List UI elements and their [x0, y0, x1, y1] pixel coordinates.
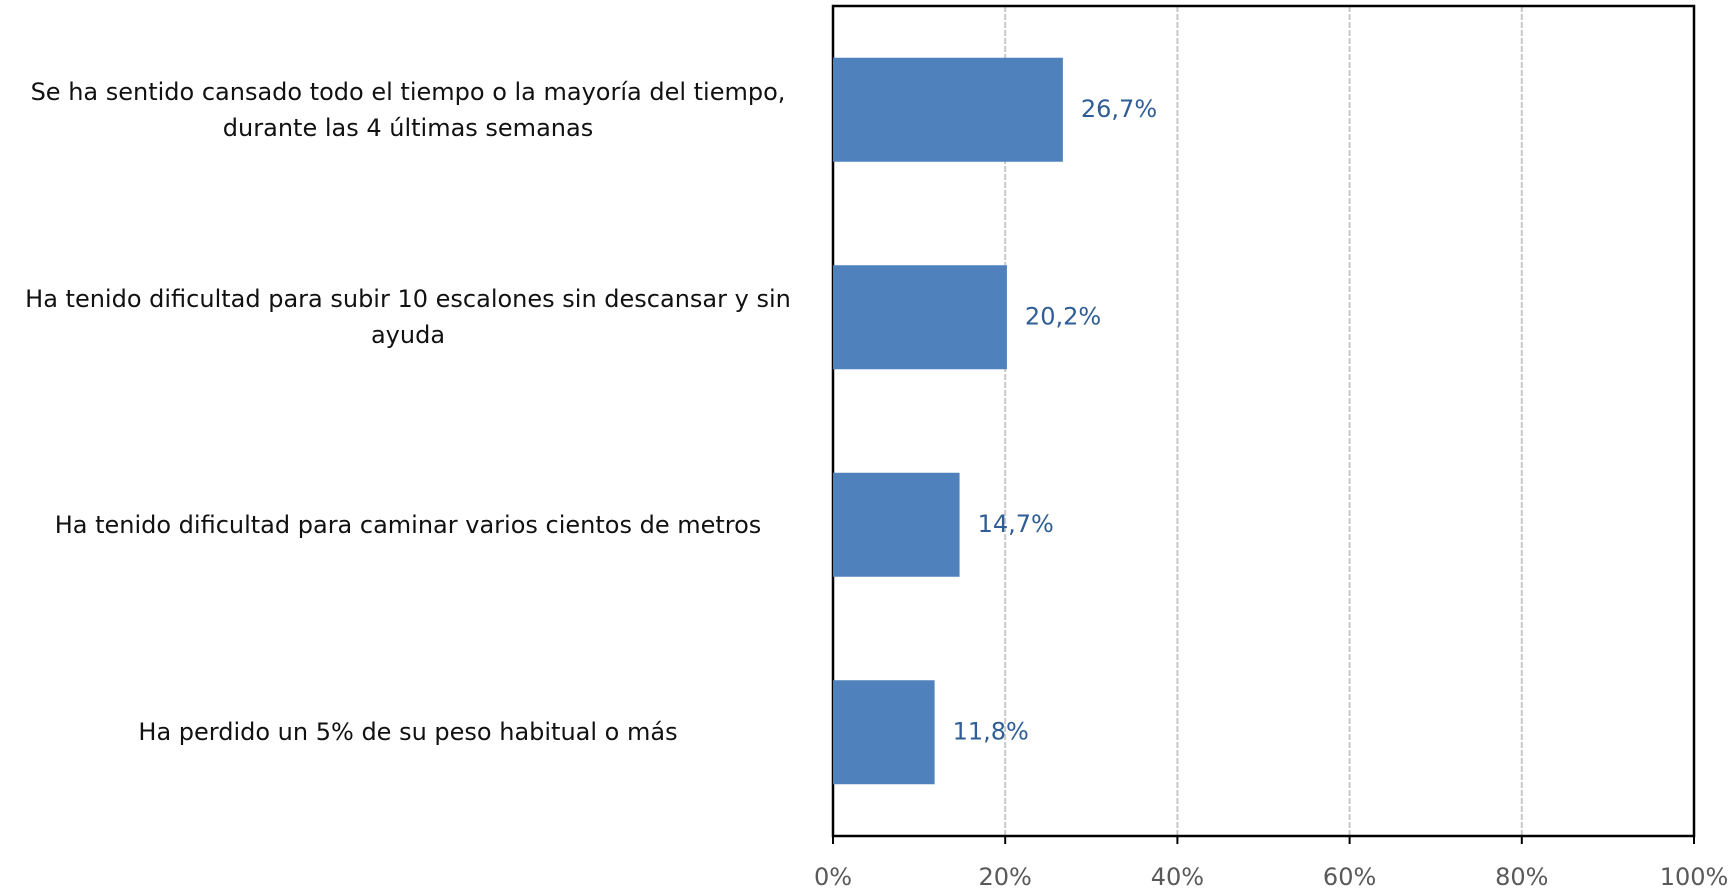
data-label: 20,2% [1025, 302, 1101, 330]
x-tick-label: 100% [1660, 863, 1729, 889]
y-tick-label: Ha tenido dificultad para caminar varios… [54, 510, 762, 539]
bar [833, 57, 1063, 162]
bar [833, 472, 960, 577]
y-tick-label: Ha tenido dificultad para subir 10 escal… [25, 285, 791, 350]
x-tick-label: 40% [1151, 863, 1204, 889]
x-tick-label: 0% [814, 863, 852, 889]
bar [833, 680, 935, 785]
y-tick-label: Se ha sentido cansado todo el tiempo o l… [30, 77, 786, 142]
x-tick-label: 60% [1323, 863, 1376, 889]
data-label: 14,7% [978, 510, 1054, 538]
plot-frame [831, 4, 1696, 838]
data-label: 11,8% [953, 717, 1029, 745]
bar [833, 265, 1007, 370]
data-label: 26,7% [1081, 95, 1157, 123]
x-tick-label: 80% [1495, 863, 1548, 889]
x-tick-label: 20% [979, 863, 1032, 889]
y-tick-label: Ha perdido un 5% de su peso habitual o m… [138, 718, 678, 747]
